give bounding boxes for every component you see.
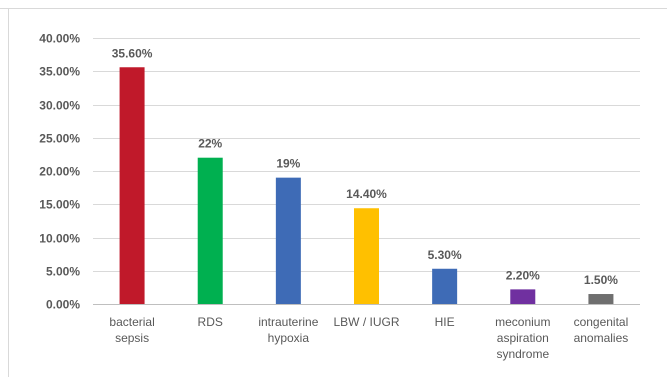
bar: [275, 177, 301, 304]
category-label: RDS: [198, 315, 223, 329]
bar: [510, 289, 536, 304]
y-tick-label: 15.00%: [39, 198, 80, 212]
category-label-line: LBW / IUGR: [333, 315, 399, 329]
y-tick-label: 30.00%: [39, 99, 80, 113]
category-label-line: intrauterine: [258, 315, 318, 329]
category-label-line: hypoxia: [268, 331, 310, 345]
data-label: 5.30%: [428, 248, 462, 262]
category-label: HIE: [435, 315, 455, 329]
data-label: 1.50%: [584, 273, 618, 287]
category-label: LBW / IUGR: [333, 315, 399, 329]
y-tick-label: 25.00%: [39, 132, 80, 146]
y-tick-label: 35.00%: [39, 65, 80, 79]
data-label: 35.60%: [112, 46, 153, 60]
bar: [432, 268, 458, 304]
category-label-line: anomalies: [574, 331, 629, 345]
category-label-line: HIE: [435, 315, 455, 329]
bar: [354, 208, 379, 304]
labels-layer: 35.60% bacterial sepsis 22% RDS 19% intrauteri…: [109, 46, 628, 361]
category-label-line: syndrome: [496, 347, 549, 361]
category-label-line: congenital: [574, 315, 629, 329]
data-label: 19%: [276, 157, 300, 171]
category-label-line: RDS: [198, 315, 223, 329]
y-tick-label: 40.00%: [39, 32, 80, 46]
category-label: meconium aspiration syndrome: [495, 315, 550, 361]
data-label: 14.40%: [346, 187, 387, 201]
data-label: 22%: [198, 137, 222, 151]
bar: [197, 157, 223, 304]
category-label-line: sepsis: [115, 331, 149, 345]
category-label-line: aspiration: [497, 331, 549, 345]
y-tick-label: 10.00%: [39, 232, 80, 246]
y-tick-label: 5.00%: [46, 265, 80, 279]
category-label: intrauterine hypoxia: [258, 315, 318, 345]
category-label: bacterial sepsis: [109, 315, 154, 345]
y-tick-label: 20.00%: [39, 165, 80, 179]
category-label-line: bacterial: [109, 315, 154, 329]
bars-layer: [119, 67, 614, 304]
bar: [588, 294, 614, 304]
y-tick-label: 0.00%: [46, 298, 80, 312]
bar: [119, 67, 145, 304]
data-label: 2.20%: [506, 268, 540, 282]
category-label-line: meconium: [495, 315, 550, 329]
category-label: congenital anomalies: [574, 315, 629, 345]
